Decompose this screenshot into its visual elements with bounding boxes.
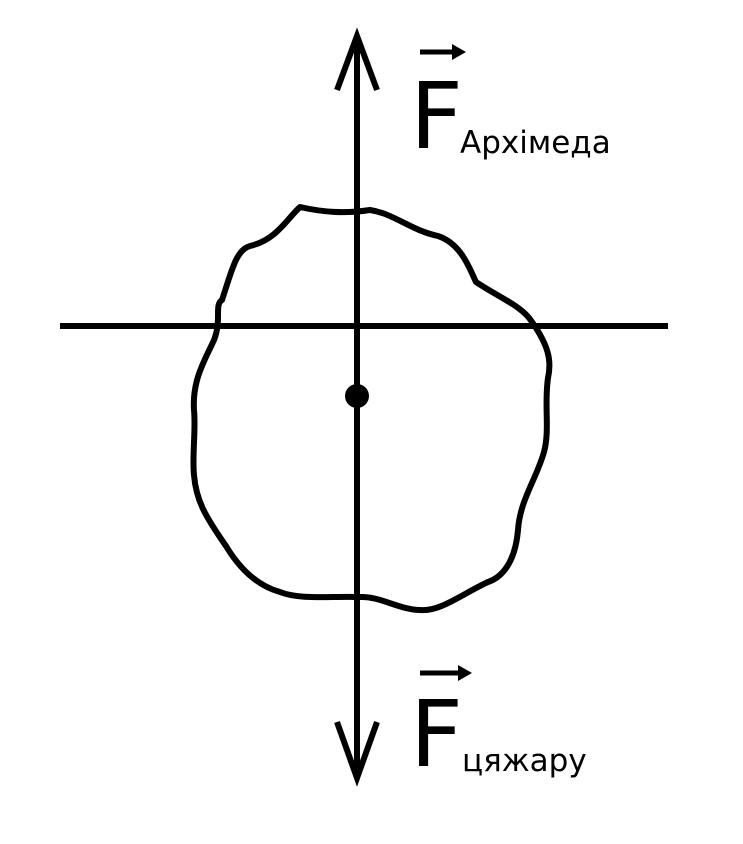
archimedes-force-symbol: F bbox=[410, 63, 463, 170]
center-of-mass-point bbox=[345, 384, 369, 408]
right-arrow-icon bbox=[458, 665, 472, 681]
gravity-force-subscript: цяжару bbox=[462, 743, 587, 779]
archimedes-force-label: F Архімеда bbox=[410, 44, 611, 170]
gravity-force-label: F цяжару bbox=[410, 665, 587, 788]
down-arrow-icon bbox=[334, 720, 380, 787]
archimedes-force-subscript: Архімеда bbox=[460, 125, 611, 161]
floating-body-outline bbox=[190, 204, 553, 614]
up-arrow-icon bbox=[334, 27, 380, 92]
gravity-force-symbol: F bbox=[410, 681, 463, 788]
right-arrow-icon bbox=[452, 44, 466, 60]
